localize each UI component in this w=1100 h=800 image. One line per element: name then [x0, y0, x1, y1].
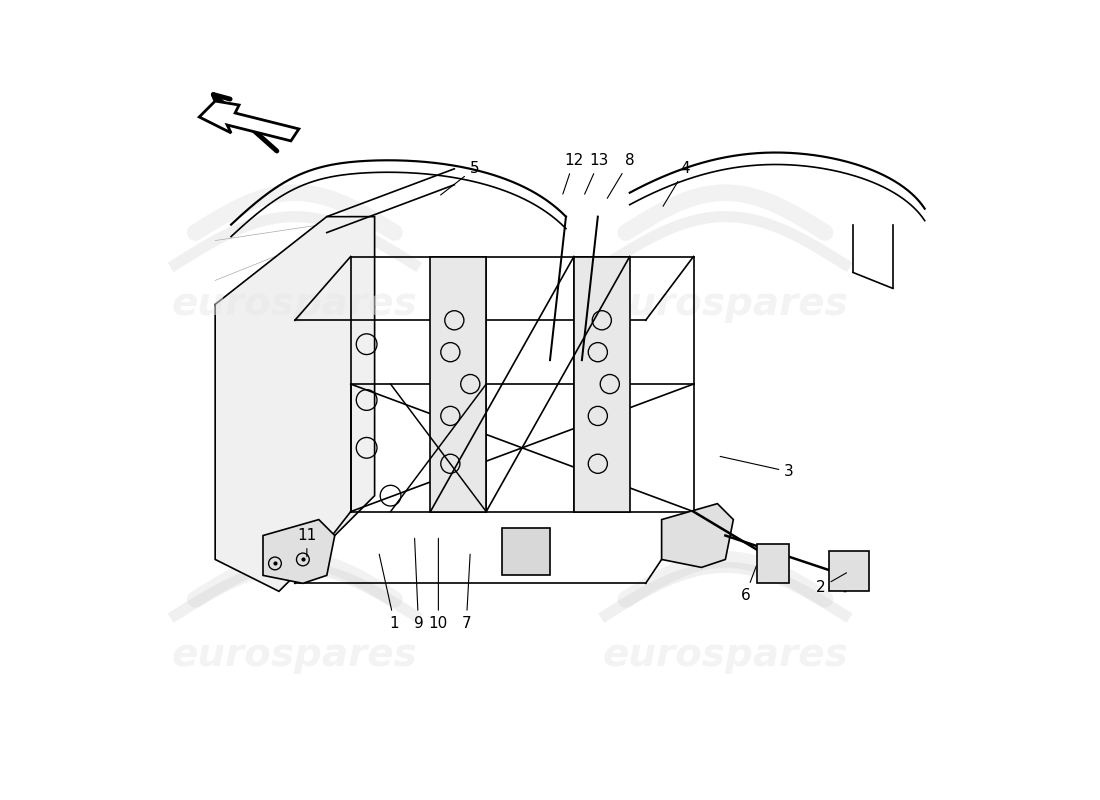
- Polygon shape: [216, 217, 375, 591]
- Polygon shape: [574, 257, 629, 512]
- Text: 4: 4: [663, 162, 691, 206]
- Text: eurospares: eurospares: [172, 286, 418, 323]
- Text: eurospares: eurospares: [603, 636, 848, 674]
- Text: 8: 8: [607, 154, 635, 198]
- Text: 6: 6: [740, 566, 757, 603]
- Text: 10: 10: [429, 538, 448, 630]
- Text: 2: 2: [816, 573, 847, 595]
- Polygon shape: [263, 519, 334, 583]
- Text: 12: 12: [563, 154, 583, 194]
- Text: 5: 5: [441, 162, 480, 195]
- Text: 1: 1: [379, 554, 399, 630]
- Text: 13: 13: [584, 154, 609, 194]
- Polygon shape: [503, 527, 550, 575]
- Polygon shape: [661, 504, 734, 567]
- Text: 3: 3: [720, 457, 794, 479]
- Polygon shape: [430, 257, 486, 512]
- Text: 9: 9: [414, 538, 424, 630]
- Text: eurospares: eurospares: [172, 636, 418, 674]
- Text: 11: 11: [297, 528, 317, 557]
- Polygon shape: [829, 551, 869, 591]
- Polygon shape: [199, 101, 299, 141]
- Text: 7: 7: [462, 554, 471, 630]
- Text: eurospares: eurospares: [603, 286, 848, 323]
- Polygon shape: [757, 543, 789, 583]
